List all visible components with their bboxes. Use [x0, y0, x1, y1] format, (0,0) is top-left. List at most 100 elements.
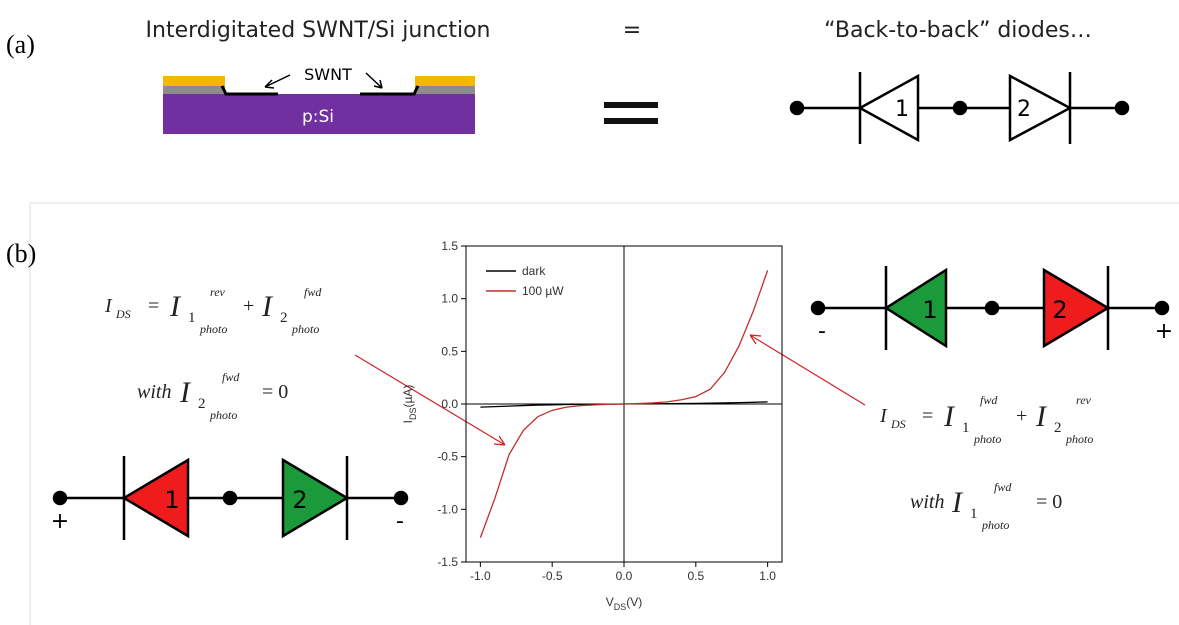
word: with — [910, 491, 944, 513]
subscript: DS — [115, 307, 131, 321]
index: 2 — [1054, 420, 1062, 436]
word: with — [137, 381, 171, 403]
diode-label: 2 — [1052, 296, 1067, 324]
figure: (a) Interdigitated SWNT/Si junction = “B… — [0, 0, 1179, 625]
subscript: photo — [209, 408, 237, 422]
diode-circuit — [791, 72, 1128, 144]
polarity: - — [818, 319, 826, 344]
title: Interdigitated SWNT/Si junction — [146, 18, 491, 43]
index: 1 — [970, 506, 978, 522]
symbol: I — [104, 295, 113, 317]
superscript: rev — [1076, 393, 1092, 407]
arrow — [355, 355, 505, 445]
arrow — [750, 335, 865, 405]
polarity: + — [1155, 319, 1173, 344]
title: “Back-to-back” diodes… — [824, 18, 1092, 43]
label: p:Si — [302, 107, 334, 127]
index: 1 — [188, 310, 196, 326]
superscript: rev — [210, 285, 226, 299]
node — [224, 492, 236, 504]
index: 1 — [962, 420, 970, 436]
panel-label: (b) — [6, 239, 36, 268]
label-sub: DS — [408, 408, 418, 421]
node — [954, 102, 966, 114]
equation: I DS = I 1 photo fwd + I 2 photo rev wit… — [879, 393, 1093, 532]
label-main: V — [606, 595, 614, 609]
legend-label: 100 µW — [522, 284, 564, 298]
operator: = — [148, 295, 159, 317]
diode-label: 1 — [895, 97, 909, 122]
y-tick-label: -1.5 — [437, 555, 458, 569]
node — [791, 102, 803, 114]
node — [54, 492, 66, 504]
symbol: I — [879, 405, 888, 427]
label-unit: (V) — [626, 595, 642, 609]
subscript: photo — [199, 322, 227, 336]
y-tick-label: 1.5 — [441, 239, 458, 253]
pointer — [355, 335, 865, 445]
y-tick-label: 1.0 — [441, 292, 458, 306]
subscript: photo — [291, 322, 319, 336]
label-unit: (µA) — [401, 385, 415, 408]
operator: + — [243, 295, 254, 317]
operator: + — [1016, 405, 1027, 427]
oxide — [415, 86, 475, 94]
symbol: I — [943, 400, 956, 433]
contact — [415, 76, 475, 86]
superscript: fwd — [304, 285, 322, 299]
equals-sign — [604, 118, 658, 124]
diode — [860, 76, 918, 140]
polarity: - — [396, 509, 404, 534]
x-tick-label: 0.0 — [616, 569, 633, 583]
polarity: + — [51, 509, 69, 534]
node — [812, 302, 824, 314]
y-tick-label: -0.5 — [437, 450, 458, 464]
x-tick-label: 0.5 — [687, 569, 704, 583]
y-axis-label: IDS(µA) — [401, 385, 418, 424]
result: = 0 — [1036, 491, 1062, 513]
label-sub: DS — [614, 602, 627, 612]
node — [395, 492, 407, 504]
nanotube — [222, 86, 418, 94]
symbol: I — [1035, 400, 1048, 433]
superscript: fwd — [222, 370, 240, 384]
subscript: DS — [890, 417, 906, 431]
diode-label: 1 — [164, 486, 179, 514]
diode-label: 1 — [922, 296, 937, 324]
node — [986, 302, 998, 314]
symbol: I — [951, 486, 964, 519]
equals-sign — [604, 102, 658, 108]
symbol: I — [179, 376, 192, 409]
x-tick-label: -0.5 — [542, 569, 563, 583]
symbol: I — [261, 290, 274, 323]
diode-label: 2 — [1017, 97, 1031, 122]
contact — [163, 76, 225, 86]
superscript: fwd — [980, 393, 998, 407]
chart: IDS(µA) VDS(V) -1.5-1.0-0.50.00.51.01.5-… — [401, 239, 782, 612]
y-tick-label: 0.0 — [441, 397, 458, 411]
symbol: I — [169, 290, 182, 323]
diode-circuit — [54, 456, 407, 540]
panel-label: (a) — [6, 30, 35, 59]
equals: = — [623, 18, 641, 43]
x-axis-label: VDS(V) — [606, 595, 643, 612]
subscript: photo — [973, 432, 1001, 446]
subscript: photo — [981, 518, 1009, 532]
index: 2 — [198, 396, 206, 412]
y-tick-label: -1.0 — [437, 502, 458, 516]
result: = 0 — [262, 381, 288, 403]
subscript: photo — [1065, 432, 1093, 446]
device: SWNT p:Si — [163, 65, 475, 134]
superscript: fwd — [994, 480, 1012, 494]
index: 2 — [280, 310, 288, 326]
node — [1116, 102, 1128, 114]
label: SWNT — [304, 65, 352, 84]
x-tick-label: -1.0 — [470, 569, 491, 583]
x-tick-label: 1.0 — [759, 569, 776, 583]
y-tick-label: 0.5 — [441, 344, 458, 358]
oxide — [163, 86, 225, 94]
equation: I DS = I 1 photo rev + I 2 photo fwd wit… — [104, 285, 322, 422]
legend-label: dark — [522, 264, 546, 278]
diode-label: 2 — [292, 486, 307, 514]
operator: = — [922, 405, 933, 427]
